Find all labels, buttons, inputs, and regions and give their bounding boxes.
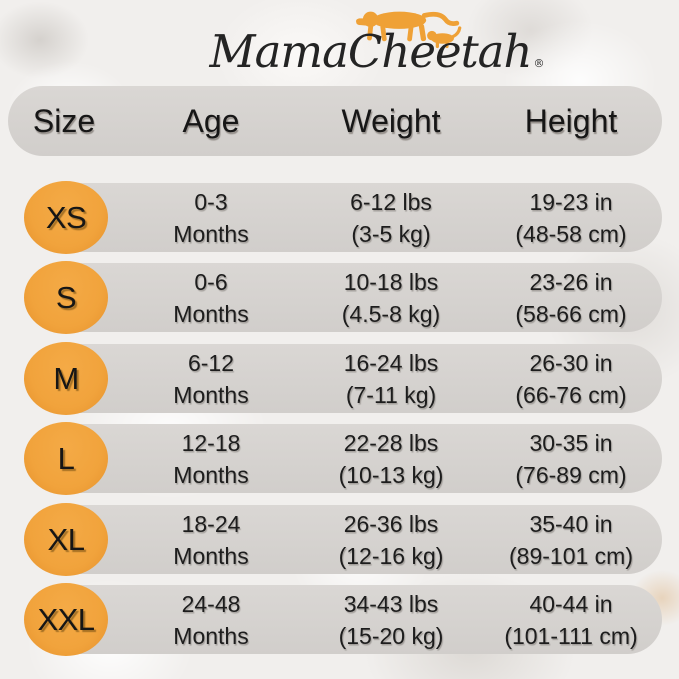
age-cell: 6-12 Months <box>173 349 249 408</box>
header-weight: Weight <box>341 102 441 139</box>
row-background <box>36 424 662 493</box>
table-row-l: 12-18 Months 22-28 lbs (10-13 kg) 30-35 in… <box>8 422 662 495</box>
row-background <box>36 183 662 252</box>
size-badge-xxl: XXL <box>24 583 108 656</box>
header-size: Size <box>32 102 96 139</box>
row-background <box>36 344 662 413</box>
size-badge-xl: XL <box>24 503 108 576</box>
age-cell: 0-6 Months <box>173 268 249 327</box>
height-cell: 40-44 in (101-111 cm) <box>504 590 638 649</box>
table-row-s: 0-6 Months 10-18 lbs (4.5-8 kg) 23-26 in (5… <box>8 261 662 334</box>
header-height: Height <box>524 102 618 139</box>
age-cell: 24-48 Months <box>173 590 249 649</box>
height-cell: 35-40 in (89-101 cm) <box>509 510 633 569</box>
height-cell: 19-23 in (48-58 cm) <box>515 188 627 247</box>
age-cell: 0-3 Months <box>173 188 249 247</box>
table-row-m: 6-12 Months 16-24 lbs (7-11 kg) 26-30 in (6… <box>8 342 662 415</box>
weight-cell: 34-43 lbs (15-20 kg) <box>338 590 444 649</box>
table-row-xs: 0-3 Months 6-12 lbs (3-5 kg) 19-23 in (48-5… <box>8 181 662 254</box>
age-cell: 18-24 Months <box>173 510 249 569</box>
mama-cheetah-icon <box>355 11 461 49</box>
weight-cell: 22-28 lbs (10-13 kg) <box>338 429 444 488</box>
brand-name-text: MamaCheetah <box>209 25 533 78</box>
table-row-xxl: 24-48 Months 34-43 lbs (15-20 kg) 40-44 in… <box>8 583 662 656</box>
height-cell: 26-30 in (66-76 cm) <box>515 349 627 408</box>
row-background <box>36 505 662 574</box>
height-cell: 23-26 in (58-66 cm) <box>515 268 627 327</box>
age-cell: 12-18 Months <box>173 429 249 488</box>
size-badge-m: M <box>24 342 108 415</box>
brand-name: MamaCheetah ® <box>209 25 545 78</box>
weight-cell: 26-36 lbs (12-16 kg) <box>338 510 444 569</box>
height-cell: 30-35 in (76-89 cm) <box>515 429 627 488</box>
table-row-xl: 18-24 Months 26-36 lbs (12-16 kg) 35-40 in… <box>8 503 662 576</box>
brand-logo: MamaCheetah ® <box>210 6 544 80</box>
weight-cell: 16-24 lbs (7-11 kg) <box>343 349 439 408</box>
row-background <box>36 263 662 332</box>
header-age: Age <box>182 102 240 139</box>
weight-cell: 10-18 lbs (4.5-8 kg) <box>341 268 441 327</box>
weight-cell: 6-12 lbs (3-5 kg) <box>350 188 432 247</box>
size-badge-s: S <box>24 261 108 334</box>
size-badge-l: L <box>24 422 108 495</box>
size-badge-xs: XS <box>24 181 108 254</box>
registered-mark: ® <box>533 57 544 70</box>
table-header-row: Size Age Weight Height <box>8 86 662 156</box>
row-background <box>36 585 662 654</box>
